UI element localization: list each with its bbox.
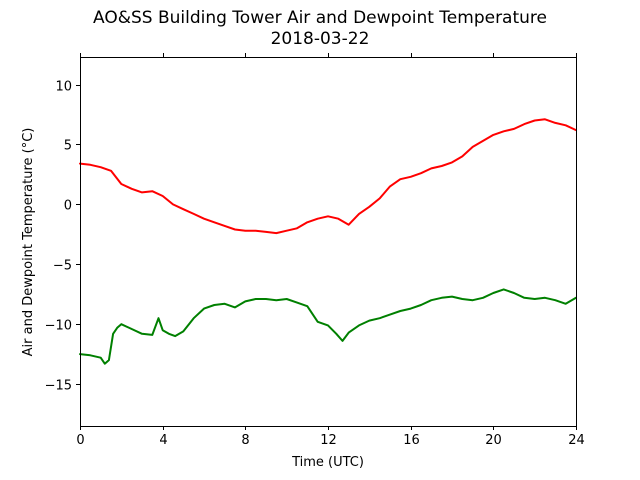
chart-title: AO&SS Building Tower Air and Dewpoint Te…	[92, 8, 547, 28]
y-tick-label: 10	[55, 80, 72, 95]
series-line-0	[79, 118, 577, 235]
x-tick-label: 20	[485, 433, 502, 448]
plot-frame	[80, 57, 577, 427]
x-tick-label: 0	[76, 433, 84, 448]
x-axis-label: Time (UTC)	[291, 455, 364, 470]
y-tick-label: 5	[64, 139, 72, 154]
y-tick-label: −5	[53, 259, 72, 274]
x-tick-label: 4	[159, 433, 167, 448]
x-tick-label: 24	[568, 433, 585, 448]
y-axis-label: Air and Dewpoint Temperature (°C)	[21, 128, 36, 357]
tick-layer: 0 4 8 12 16 20 24 −15 −10 −5 0 5 10	[45, 53, 585, 448]
series-line-1	[79, 288, 577, 365]
y-tick-label: −15	[45, 379, 72, 394]
x-tick-label: 8	[241, 433, 249, 448]
x-tick-label: 16	[403, 433, 420, 448]
x-tick-label: 12	[320, 433, 337, 448]
y-tick-label: −10	[45, 319, 72, 334]
y-tick-label: 0	[64, 199, 72, 214]
chart-subtitle: 2018-03-22	[270, 29, 370, 49]
series-layer	[79, 118, 577, 365]
